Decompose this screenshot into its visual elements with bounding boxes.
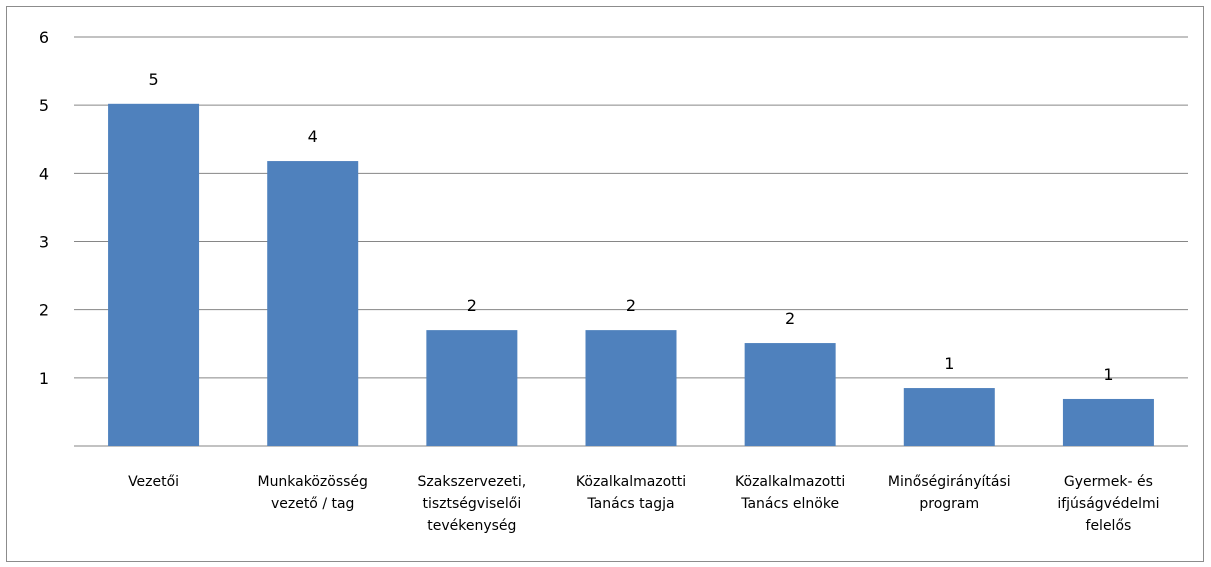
category-label-line: Közalkalmazotti xyxy=(735,474,845,490)
y-tick-label: 1 xyxy=(39,369,49,388)
category-label-line: felelős xyxy=(1086,518,1132,534)
category-label-line: Gyermek- és xyxy=(1064,474,1153,490)
chart-frame xyxy=(6,6,1204,562)
bar xyxy=(426,330,518,446)
category-label: Közalkalmazotti Tanács tagja xyxy=(576,474,686,512)
category-label-line: Vezetői xyxy=(128,474,179,490)
data-label: 1 xyxy=(944,354,954,373)
data-label: 5 xyxy=(148,70,158,89)
category-label-line: Tanács elnöke xyxy=(740,496,839,512)
y-tick-label: 5 xyxy=(39,96,49,115)
bar xyxy=(903,388,995,446)
category-label: Minőségirányítási program xyxy=(888,474,1011,512)
bar xyxy=(267,161,359,446)
category-label: Közalkalmazotti Tanács elnöke xyxy=(735,474,845,512)
data-labels: 5 4 2 2 2 1 1 xyxy=(148,70,1113,384)
category-label-line: Tanács tagja xyxy=(586,496,674,512)
category-label: Gyermek- és ifjúságvédelmi felelős xyxy=(1057,474,1159,534)
category-label-line: Minőségirányítási xyxy=(888,474,1011,490)
category-label-line: program xyxy=(919,496,979,512)
data-label: 2 xyxy=(626,296,636,315)
category-label-line: tisztségviselői xyxy=(422,496,521,512)
bar xyxy=(1062,398,1154,446)
category-label-line: Közalkalmazotti xyxy=(576,474,686,490)
category-label: Szakszervezeti, tisztségviselői tevékenysé… xyxy=(418,474,527,534)
bars xyxy=(108,103,1154,446)
bar xyxy=(744,343,836,446)
y-axis-ticks: 1 2 3 4 5 6 xyxy=(39,28,49,388)
y-tick-label: 3 xyxy=(39,233,49,252)
category-label-line: Szakszervezeti, xyxy=(418,474,527,490)
gridlines xyxy=(74,36,1188,447)
x-axis-categories: Vezetői Munkaközösség vezető / tag Szakszer… xyxy=(128,474,1159,534)
category-label-line: vezető / tag xyxy=(271,496,355,512)
bar xyxy=(585,330,677,446)
category-label-line: tevékenység xyxy=(427,518,516,534)
category-label: Munkaközösség vezető / tag xyxy=(257,474,367,512)
y-tick-label: 2 xyxy=(39,301,49,320)
y-tick-label: 6 xyxy=(39,28,49,47)
category-label-line: ifjúságvédelmi xyxy=(1057,496,1159,512)
data-label: 1 xyxy=(1103,365,1113,384)
y-tick-label: 4 xyxy=(39,164,49,183)
category-label-line: Munkaközösség xyxy=(257,474,367,490)
data-label: 4 xyxy=(308,127,318,146)
bar xyxy=(108,103,200,446)
category-label: Vezetői xyxy=(128,474,179,490)
data-label: 2 xyxy=(785,309,795,328)
data-label: 2 xyxy=(467,296,477,315)
